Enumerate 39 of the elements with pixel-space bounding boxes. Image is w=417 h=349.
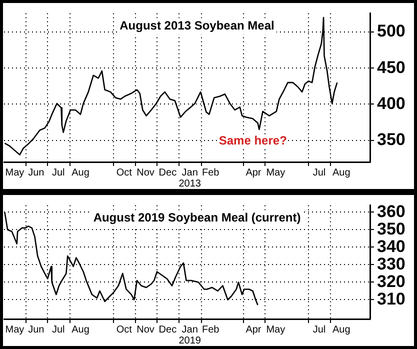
text: August 2013 Soybean Meal [120, 18, 274, 33]
x-tick-label: Dec [158, 324, 177, 336]
x-tick-label: Feb [202, 167, 220, 178]
x-tick-label: Jun [28, 324, 44, 336]
y-tick-label: 310 [377, 289, 406, 308]
x-tick-label: Aug [72, 324, 90, 336]
x-tick-label: Jan 2013 [178, 167, 202, 190]
y-tick-label: 400 [377, 94, 406, 113]
y-tick-label: 350 [377, 130, 406, 150]
x-tick-label: Oct [116, 324, 132, 336]
x-tick-label: Jan 2019 [178, 324, 202, 346]
y-tick-label: 500 [377, 22, 406, 41]
x-tick-label: May [266, 167, 286, 178]
x-tick-label: May [5, 324, 24, 336]
x-tick-label: Oct [116, 167, 132, 178]
x-tick-label: Aug [332, 324, 350, 336]
x-tick-label: Aug [72, 167, 90, 178]
x-tick-label: May [5, 167, 24, 178]
y-tick-label: 360 [377, 202, 406, 221]
x-tick-label: Aug [332, 167, 350, 178]
x-tick-label: Jun [28, 167, 44, 178]
text: August 2019 Soybean Meal (current) [93, 210, 301, 225]
y-tick-label: 330 [377, 254, 406, 274]
x-tick-label: Dec [158, 167, 177, 178]
x-tick-label: Jul [52, 324, 65, 336]
y-tick-label: 450 [377, 58, 406, 77]
x-tick-label: Nov [136, 167, 154, 178]
y-tick-label: 320 [377, 272, 406, 291]
x-tick-label: Nov [136, 324, 154, 336]
x-tick-label: Jul [312, 167, 326, 178]
y-tick-label: 350 [377, 219, 406, 238]
x-tick-label: May [266, 324, 286, 336]
x-tick-label: Jul [52, 167, 65, 178]
annotation: Same here? [218, 133, 287, 148]
x-tick-label: Feb [202, 324, 220, 336]
x-tick-label: Apr [246, 167, 262, 178]
y-tick-label: 340 [377, 236, 406, 256]
x-tick-label: Jul [312, 324, 326, 336]
x-tick-label: Apr [246, 324, 262, 336]
